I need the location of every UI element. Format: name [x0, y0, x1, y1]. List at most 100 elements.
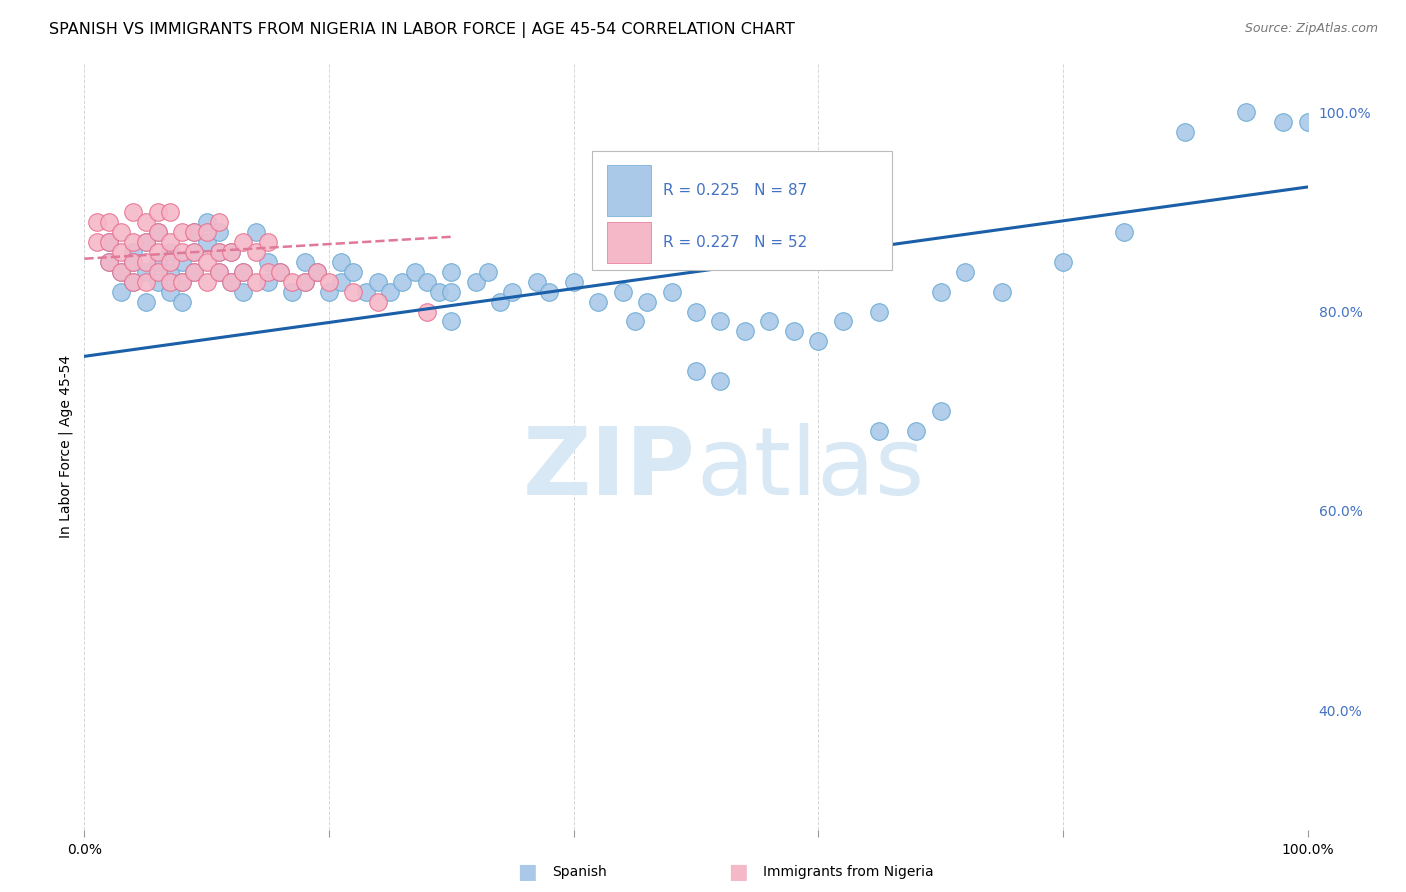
Point [97, 254, 120, 268]
Point [122, 275, 145, 289]
Point [1114, 225, 1136, 239]
Point [183, 225, 205, 239]
Point [122, 244, 145, 259]
Point [991, 285, 1014, 299]
Point [135, 294, 157, 309]
Point [440, 285, 463, 299]
Point [734, 325, 756, 339]
Point [86, 215, 108, 229]
Point [232, 285, 254, 299]
Point [159, 275, 181, 289]
Point [929, 404, 952, 418]
Text: SPANISH VS IMMIGRANTS FROM NIGERIA IN LABOR FORCE | AGE 45-54 CORRELATION CHART: SPANISH VS IMMIGRANTS FROM NIGERIA IN LA… [49, 22, 794, 38]
Point [172, 275, 194, 289]
Point [110, 225, 132, 239]
Point [135, 235, 157, 249]
Point [110, 244, 132, 259]
Point [612, 285, 634, 299]
Point [281, 285, 304, 299]
Point [183, 265, 205, 279]
Text: Spanish: Spanish [553, 865, 607, 880]
Point [232, 265, 254, 279]
Point [294, 275, 316, 289]
Point [172, 294, 194, 309]
Point [208, 265, 231, 279]
Point [172, 244, 194, 259]
Point [538, 285, 561, 299]
Point [159, 254, 181, 268]
Point [929, 285, 952, 299]
Point [330, 254, 353, 268]
Point [146, 225, 169, 239]
Point [354, 285, 377, 299]
Point [122, 254, 145, 268]
Point [416, 275, 439, 289]
Point [440, 314, 463, 328]
Point [905, 424, 928, 438]
Point [245, 244, 267, 259]
Text: R = 0.227   N = 52: R = 0.227 N = 52 [664, 235, 807, 251]
Point [232, 235, 254, 249]
Point [208, 244, 231, 259]
Point [869, 424, 891, 438]
Point [807, 334, 830, 349]
Point [1052, 254, 1074, 268]
Point [159, 244, 181, 259]
Point [219, 244, 242, 259]
Point [110, 285, 132, 299]
Text: atlas: atlas [696, 423, 924, 515]
Point [440, 265, 463, 279]
Point [97, 235, 120, 249]
Text: ■: ■ [517, 863, 537, 882]
Point [502, 285, 524, 299]
Point [1174, 125, 1197, 139]
Point [685, 364, 707, 378]
Point [135, 254, 157, 268]
Text: ZIP: ZIP [523, 423, 696, 515]
Point [1296, 115, 1319, 129]
Point [709, 314, 731, 328]
Point [636, 294, 658, 309]
Point [245, 225, 267, 239]
Point [97, 215, 120, 229]
Point [86, 235, 108, 249]
Y-axis label: In Labor Force | Age 45-54: In Labor Force | Age 45-54 [59, 354, 73, 538]
Point [281, 275, 304, 289]
Point [208, 244, 231, 259]
FancyBboxPatch shape [606, 222, 651, 263]
FancyBboxPatch shape [592, 151, 891, 269]
Point [135, 215, 157, 229]
Point [183, 225, 205, 239]
Point [562, 275, 585, 289]
Point [404, 265, 426, 279]
Point [219, 275, 242, 289]
Point [208, 225, 231, 239]
Point [294, 275, 316, 289]
Point [709, 374, 731, 388]
Point [318, 285, 340, 299]
Point [208, 215, 231, 229]
Point [245, 275, 267, 289]
Point [146, 225, 169, 239]
Point [183, 244, 205, 259]
Point [305, 265, 328, 279]
Text: Immigrants from Nigeria: Immigrants from Nigeria [763, 865, 934, 880]
Point [380, 285, 402, 299]
Point [195, 215, 218, 229]
Text: Source: ZipAtlas.com: Source: ZipAtlas.com [1244, 22, 1378, 36]
Point [135, 235, 157, 249]
Point [135, 265, 157, 279]
Point [953, 265, 976, 279]
Point [183, 244, 205, 259]
Point [342, 285, 364, 299]
Point [159, 235, 181, 249]
Point [367, 275, 389, 289]
Point [195, 275, 218, 289]
Point [110, 265, 132, 279]
Point [195, 225, 218, 239]
Point [122, 235, 145, 249]
Point [208, 265, 231, 279]
Point [122, 205, 145, 219]
Point [159, 205, 181, 219]
Point [269, 265, 291, 279]
